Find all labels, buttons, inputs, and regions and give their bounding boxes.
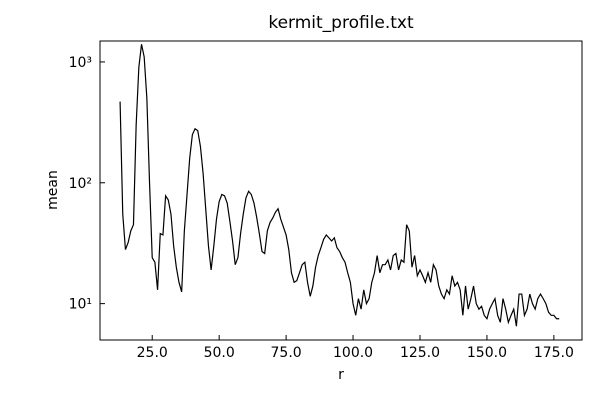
x-axis-label: r — [338, 367, 344, 383]
y-tick-label: 10¹ — [69, 297, 92, 313]
y-axis-label: mean — [45, 170, 61, 210]
x-tick-label: 50.0 — [204, 345, 235, 361]
x-tick-label: 150.0 — [467, 345, 507, 361]
data-line — [119, 44, 560, 327]
x-tick-label: 100.0 — [333, 345, 373, 361]
y-tick-label: 10² — [69, 176, 92, 192]
x-tick-label: 25.0 — [137, 345, 168, 361]
x-tick-label: 175.0 — [534, 345, 574, 361]
y-tick-label: 10³ — [69, 55, 92, 71]
x-tick-label: 75.0 — [271, 345, 302, 361]
x-tick-label: 125.0 — [400, 345, 440, 361]
chart-title: kermit_profile.txt — [268, 13, 414, 33]
plot-frame — [99, 40, 583, 341]
